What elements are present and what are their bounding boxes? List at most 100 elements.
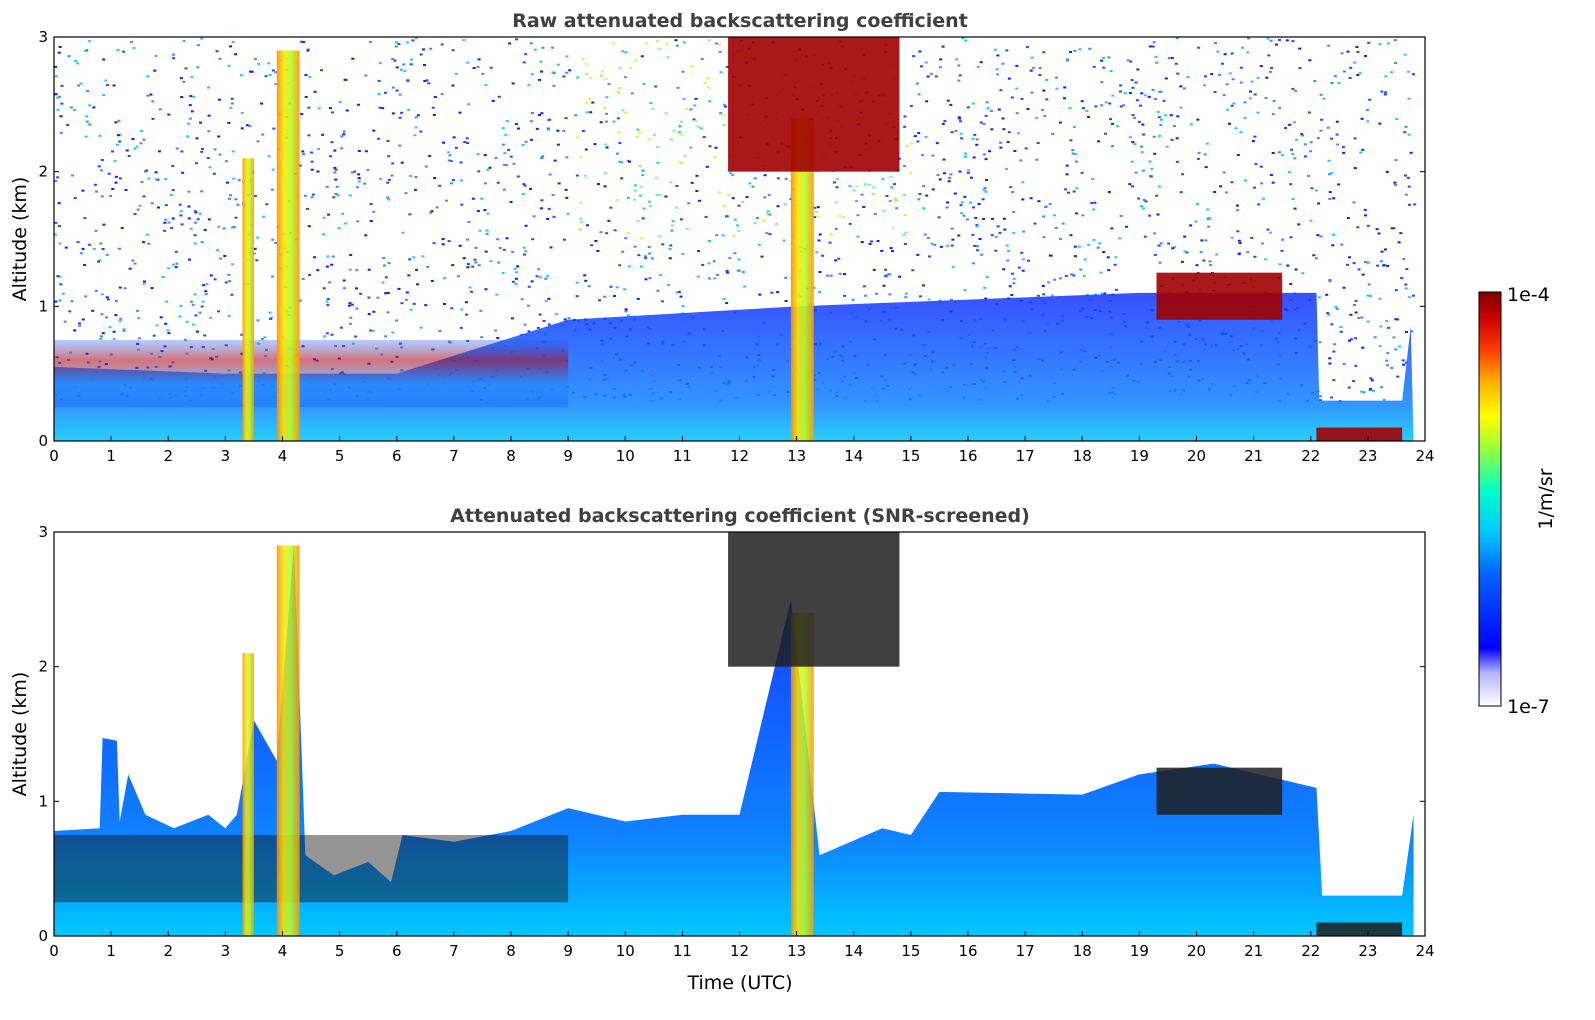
noise-speckle bbox=[316, 148, 320, 151]
noise-speckle bbox=[409, 308, 413, 311]
noise-speckle bbox=[916, 253, 920, 256]
noise-speckle bbox=[1261, 242, 1265, 245]
noise-speckle bbox=[828, 241, 832, 244]
noise-speckle bbox=[583, 274, 587, 277]
noise-speckle bbox=[218, 153, 222, 156]
noise-speckle bbox=[685, 227, 689, 230]
noise-speckle bbox=[477, 58, 481, 61]
noise-speckle bbox=[722, 123, 726, 126]
noise-speckle bbox=[975, 143, 979, 146]
noise-speckle bbox=[196, 44, 200, 47]
noise-speckle bbox=[696, 125, 700, 128]
noise-speckle bbox=[1346, 217, 1350, 220]
noise-speckle bbox=[926, 75, 930, 78]
noise-speckle bbox=[533, 48, 537, 51]
noise-speckle bbox=[587, 285, 591, 288]
noise-speckle bbox=[483, 209, 487, 212]
noise-speckle bbox=[1284, 126, 1288, 129]
y-tick-label: 0 bbox=[38, 432, 48, 450]
noise-speckle bbox=[1128, 183, 1132, 186]
noise-speckle bbox=[307, 106, 311, 109]
noise-speckle bbox=[551, 194, 555, 197]
noise-speckle bbox=[1103, 292, 1107, 295]
noise-speckle bbox=[147, 177, 151, 180]
noise-speckle bbox=[1281, 154, 1285, 157]
noise-speckle bbox=[325, 265, 329, 268]
noise-speckle bbox=[946, 99, 950, 102]
noise-speckle bbox=[1292, 121, 1296, 124]
noise-speckle bbox=[485, 229, 489, 232]
noise-speckle bbox=[228, 280, 232, 283]
noise-speckle bbox=[1382, 398, 1386, 401]
noise-speckle bbox=[910, 142, 914, 145]
noise-speckle bbox=[326, 304, 330, 307]
noise-speckle bbox=[1266, 228, 1270, 231]
noise-speckle bbox=[1119, 105, 1123, 108]
noise-speckle bbox=[330, 141, 334, 144]
noise-speckle bbox=[1038, 66, 1042, 69]
noise-speckle bbox=[894, 197, 898, 200]
noise-speckle bbox=[98, 259, 102, 262]
noise-speckle bbox=[520, 298, 524, 301]
noise-speckle bbox=[268, 311, 272, 314]
noise-speckle bbox=[426, 265, 430, 268]
noise-speckle bbox=[829, 233, 833, 236]
noise-speckle bbox=[1175, 160, 1179, 163]
noise-speckle bbox=[1009, 186, 1013, 189]
noise-speckle bbox=[469, 290, 473, 293]
noise-speckle bbox=[1202, 84, 1206, 87]
noise-speckle bbox=[443, 277, 447, 280]
noise-speckle bbox=[217, 225, 221, 228]
noise-speckle bbox=[1393, 181, 1397, 184]
noise-speckle bbox=[151, 117, 155, 120]
noise-speckle bbox=[1331, 233, 1335, 236]
noise-speckle bbox=[456, 275, 460, 278]
noise-speckle bbox=[300, 113, 304, 116]
noise-speckle bbox=[155, 324, 159, 327]
noise-speckle bbox=[826, 274, 830, 277]
noise-speckle bbox=[207, 86, 211, 89]
noise-speckle bbox=[855, 185, 859, 188]
noise-speckle bbox=[81, 247, 85, 250]
noise-speckle bbox=[1051, 132, 1055, 135]
noise-speckle bbox=[465, 238, 469, 241]
noise-speckle bbox=[512, 162, 516, 165]
noise-speckle bbox=[407, 274, 411, 277]
noise-speckle bbox=[1157, 116, 1161, 119]
noise-speckle bbox=[1052, 214, 1056, 217]
noise-speckle bbox=[347, 304, 351, 307]
noise-speckle bbox=[236, 203, 240, 206]
noise-speckle bbox=[1143, 94, 1147, 97]
noise-speckle bbox=[92, 106, 96, 109]
noise-speckle bbox=[411, 39, 415, 42]
noise-speckle bbox=[1246, 51, 1250, 54]
noise-speckle bbox=[73, 329, 77, 332]
noise-speckle bbox=[206, 157, 210, 160]
noise-speckle bbox=[648, 204, 652, 207]
noise-speckle bbox=[81, 318, 85, 321]
noise-speckle bbox=[934, 75, 938, 78]
noise-speckle bbox=[182, 40, 186, 43]
noise-speckle bbox=[427, 82, 431, 85]
noise-speckle bbox=[310, 151, 314, 154]
noise-speckle bbox=[967, 169, 971, 172]
noise-speckle bbox=[1317, 202, 1321, 205]
noise-speckle bbox=[140, 130, 144, 133]
noise-speckle bbox=[377, 92, 381, 95]
noise-speckle bbox=[64, 246, 68, 249]
noise-speckle bbox=[1325, 293, 1329, 296]
noise-speckle bbox=[618, 142, 622, 145]
noise-speckle bbox=[443, 303, 447, 306]
screened-cloud-layer bbox=[1156, 767, 1283, 815]
noise-speckle bbox=[556, 143, 560, 146]
noise-speckle bbox=[448, 154, 452, 157]
noise-speckle bbox=[669, 244, 673, 247]
noise-speckle bbox=[302, 41, 306, 44]
noise-speckle bbox=[1209, 264, 1213, 267]
noise-speckle bbox=[1250, 80, 1254, 83]
noise-speckle bbox=[170, 226, 174, 229]
noise-speckle bbox=[574, 114, 578, 117]
noise-speckle bbox=[1129, 60, 1133, 63]
noise-speckle bbox=[1216, 50, 1220, 53]
noise-speckle bbox=[325, 185, 329, 188]
